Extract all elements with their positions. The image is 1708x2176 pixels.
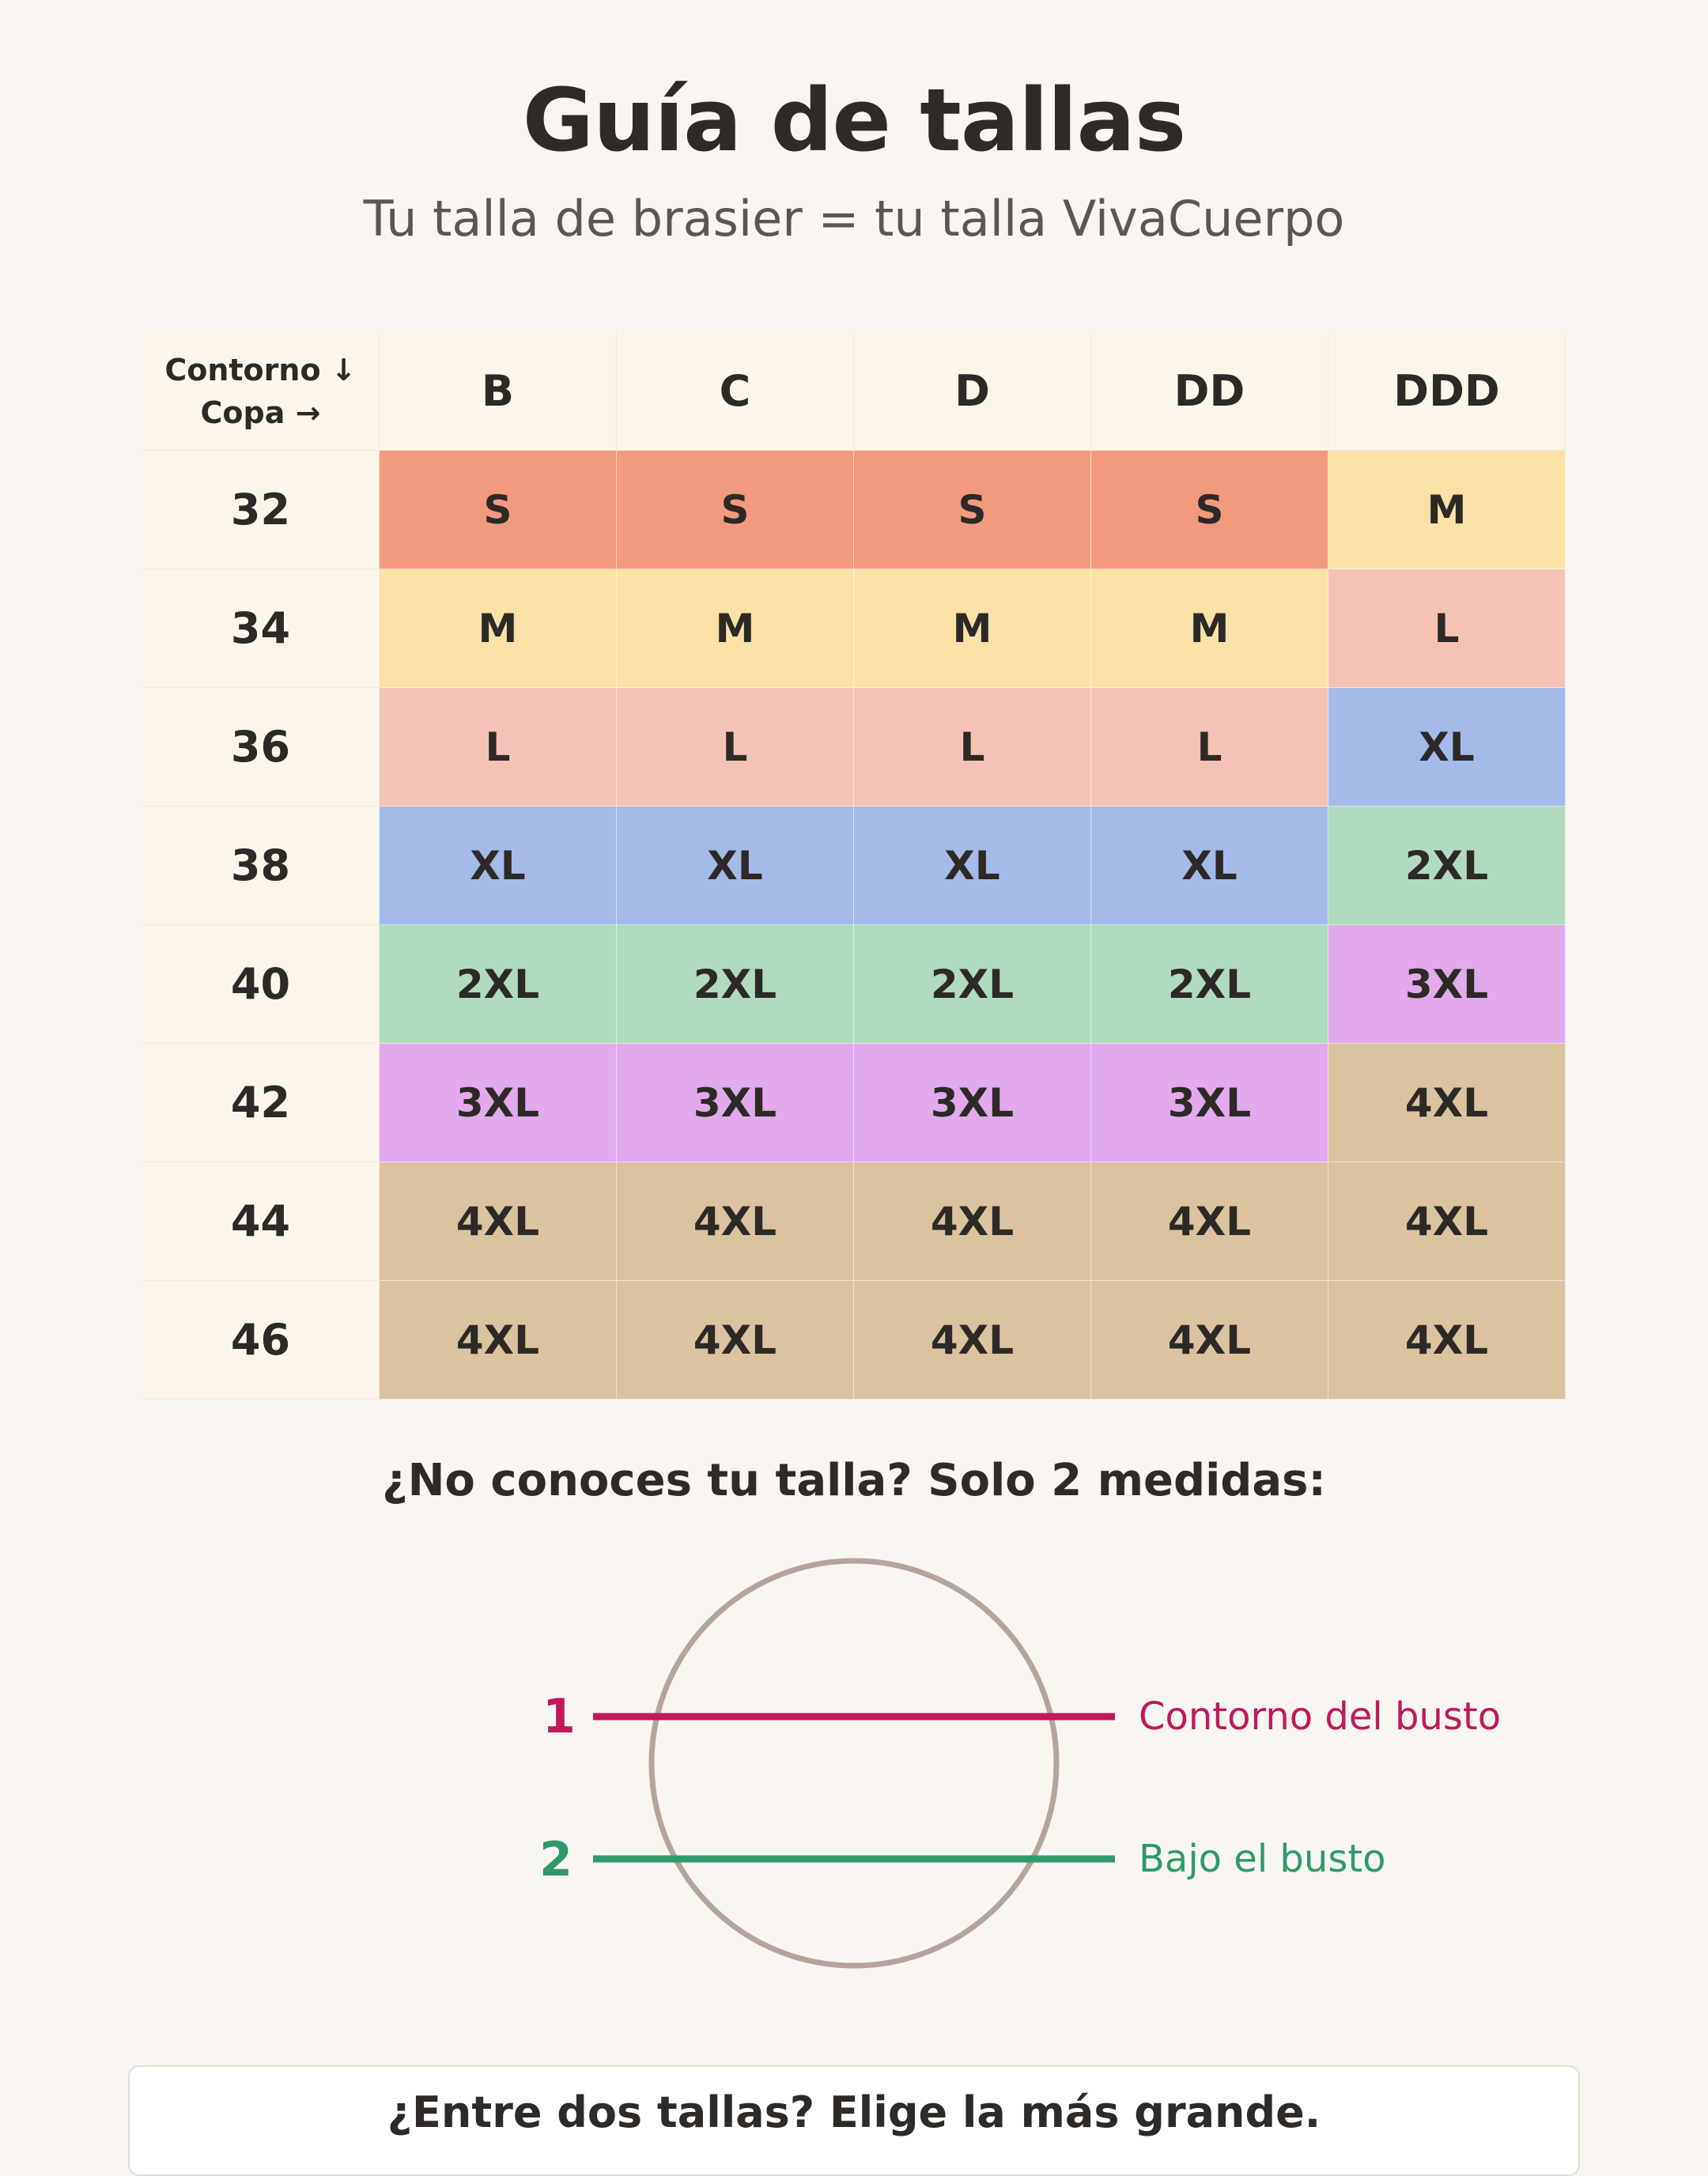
cup-header-dd: DD xyxy=(1091,332,1328,451)
measurement-diagram: 1 2 Contorno del busto Bajo el busto xyxy=(539,1558,1501,1969)
band-label-44: 44 xyxy=(142,1162,380,1281)
size-cell: 2XL xyxy=(854,925,1091,1044)
band-label-34: 34 xyxy=(142,569,380,688)
size-cell: 4XL xyxy=(1328,1281,1566,1400)
measure-heading: ¿No conoces tu talla? Solo 2 medidas: xyxy=(382,1455,1326,1506)
size-chart-table: Contorno ↓ Copa → B C D DD DDD 32 S S S S M 34 M M M M L… xyxy=(142,332,1566,1400)
size-cell: S xyxy=(1091,451,1328,569)
page-title: Guía de tallas xyxy=(522,70,1186,171)
size-cell: 4XL xyxy=(617,1281,854,1400)
step-1-number: 1 xyxy=(542,1689,576,1744)
cup-axis-label: Copa → xyxy=(200,395,321,430)
size-cell: XL xyxy=(1091,807,1328,925)
size-cell: 4XL xyxy=(380,1162,617,1281)
cup-header-d: D xyxy=(854,332,1091,451)
band-label-42: 42 xyxy=(142,1044,380,1162)
table-corner-header: Contorno ↓ Copa → xyxy=(142,332,380,451)
size-cell: 3XL xyxy=(380,1044,617,1162)
cup-header-c: C xyxy=(617,332,854,451)
size-cell: 2XL xyxy=(1091,925,1328,1044)
tip-text: ¿Entre dos tallas? Elige la más grande. xyxy=(387,2087,1321,2137)
size-cell: 4XL xyxy=(854,1281,1091,1400)
size-cell: M xyxy=(617,569,854,688)
size-cell: M xyxy=(1091,569,1328,688)
bust-circle xyxy=(648,1558,1060,1969)
size-cell: L xyxy=(617,688,854,807)
size-cell: XL xyxy=(617,807,854,925)
size-cell: 4XL xyxy=(617,1162,854,1281)
size-cell: 4XL xyxy=(1328,1044,1566,1162)
size-cell: S xyxy=(617,451,854,569)
size-cell: 3XL xyxy=(1328,925,1566,1044)
size-cell: 4XL xyxy=(854,1162,1091,1281)
size-cell: XL xyxy=(380,807,617,925)
size-cell: S xyxy=(380,451,617,569)
step-2-label: Bajo el busto xyxy=(1139,1837,1386,1881)
size-cell: 4XL xyxy=(1328,1162,1566,1281)
size-cell: M xyxy=(854,569,1091,688)
size-cell: L xyxy=(1091,688,1328,807)
size-cell: M xyxy=(380,569,617,688)
step-1-label: Contorno del busto xyxy=(1139,1694,1501,1739)
size-cell: 3XL xyxy=(1091,1044,1328,1162)
band-label-38: 38 xyxy=(142,807,380,925)
size-cell: 2XL xyxy=(1328,807,1566,925)
size-cell: 4XL xyxy=(1091,1281,1328,1400)
size-cell: S xyxy=(854,451,1091,569)
step-2-number: 2 xyxy=(539,1832,572,1887)
band-label-46: 46 xyxy=(142,1281,380,1400)
size-cell: 3XL xyxy=(617,1044,854,1162)
band-label-36: 36 xyxy=(142,688,380,807)
band-label-32: 32 xyxy=(142,451,380,569)
size-cell: L xyxy=(1328,569,1566,688)
band-label-40: 40 xyxy=(142,925,380,1044)
size-cell: 2XL xyxy=(380,925,617,1044)
size-cell: 4XL xyxy=(1091,1162,1328,1281)
page-subtitle: Tu talla de brasier = tu talla VivaCuerp… xyxy=(363,190,1345,247)
size-cell: XL xyxy=(854,807,1091,925)
tip-box: ¿Entre dos tallas? Elige la más grande. xyxy=(128,2065,1580,2176)
size-cell: 4XL xyxy=(380,1281,617,1400)
size-cell: L xyxy=(380,688,617,807)
size-cell: M xyxy=(1328,451,1566,569)
size-cell: 2XL xyxy=(617,925,854,1044)
size-cell: 3XL xyxy=(854,1044,1091,1162)
cup-header-b: B xyxy=(380,332,617,451)
size-cell: XL xyxy=(1328,688,1566,807)
band-axis-label: Contorno ↓ xyxy=(164,352,357,387)
cup-header-ddd: DDD xyxy=(1328,332,1566,451)
size-cell: L xyxy=(854,688,1091,807)
